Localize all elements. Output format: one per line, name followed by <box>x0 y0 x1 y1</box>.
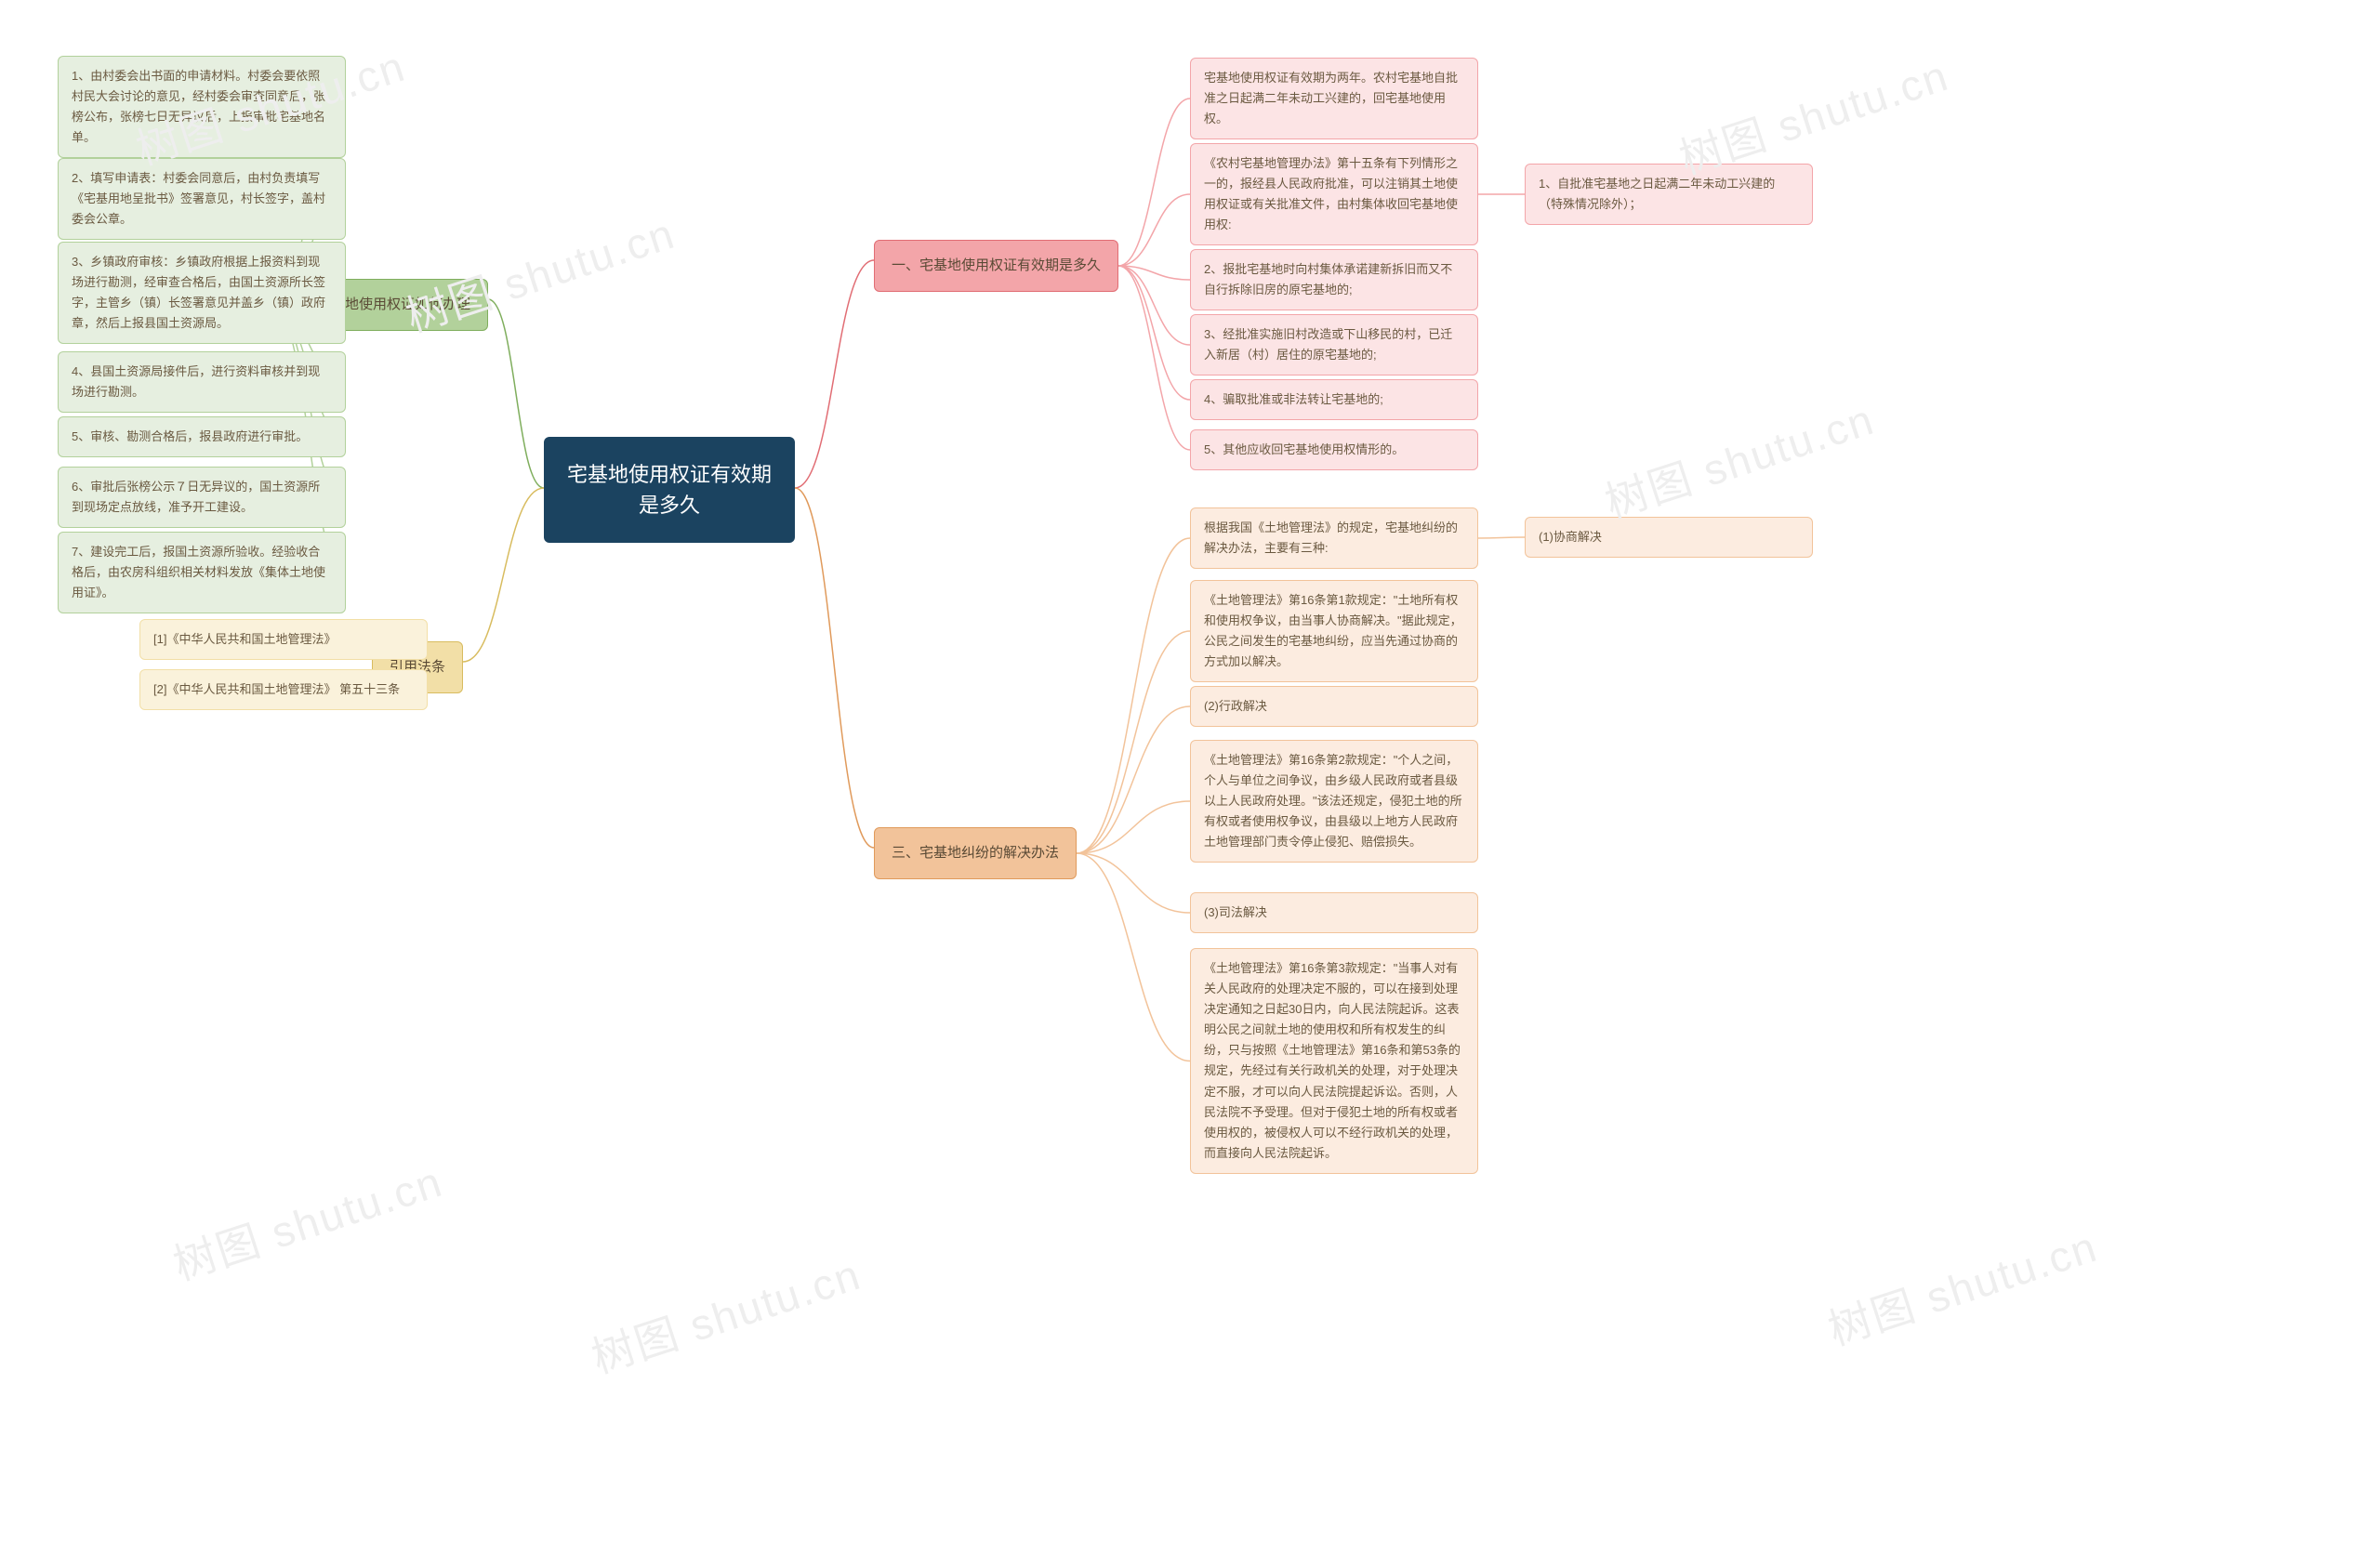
branch-section1: 一、宅基地使用权证有效期是多久 <box>874 240 1118 292</box>
branch-section3: 三、宅基地纠纷的解决办法 <box>874 827 1077 879</box>
watermark: 树图 shutu.cn <box>1596 386 1881 531</box>
leaf-section1-4: 4、骗取批准或非法转让宅基地的; <box>1190 379 1478 420</box>
leaf-section3-1: 《土地管理法》第16条第1款规定："土地所有权和使用权争议，由当事人协商解决。"… <box>1190 580 1478 682</box>
leaf-section1-1-child: 1、自批准宅基地之日起满二年未动工兴建的（特殊情况除外）； <box>1525 164 1813 225</box>
leaf-section3-0: 根据我国《土地管理法》的规定，宅基地纠纷的解决办法，主要有三种: <box>1190 507 1478 569</box>
watermark: 树图 shutu.cn <box>165 1148 449 1293</box>
leaf-section2-1: 2、填写申请表：村委会同意后，由村负责填写《宅基用地呈批书》签署意见，村长签字，… <box>58 158 346 240</box>
leaf-section1-5: 5、其他应收回宅基地使用权情形的。 <box>1190 429 1478 470</box>
leaf-section2-3: 4、县国土资源局接件后，进行资料审核并到现场进行勘测。 <box>58 351 346 413</box>
leaf-section1-0: 宅基地使用权证有效期为两年。农村宅基地自批准之日起满二年未动工兴建的，回宅基地使… <box>1190 58 1478 139</box>
leaf-section3-4: (3)司法解决 <box>1190 892 1478 933</box>
leaf-section2-5: 6、审批后张榜公示７日无异议的，国土资源所到现场定点放线，准予开工建设。 <box>58 467 346 528</box>
leaf-section1-1: 《农村宅基地管理办法》第十五条有下列情形之一的，报经县人民政府批准，可以注销其土… <box>1190 143 1478 245</box>
watermark: 树图 shutu.cn <box>583 1241 867 1386</box>
leaf-section4-1: [2]《中华人民共和国土地管理法》 第五十三条 <box>139 669 428 710</box>
leaf-section2-4: 5、审核、勘测合格后，报县政府进行审批。 <box>58 416 346 457</box>
leaf-section2-2: 3、乡镇政府审核：乡镇政府根据上报资料到现场进行勘测，经审查合格后，由国土资源所… <box>58 242 346 344</box>
leaf-section1-3: 3、经批准实施旧村改造或下山移民的村，已迁入新居（村）居住的原宅基地的; <box>1190 314 1478 376</box>
leaf-section3-3: 《土地管理法》第16条第2款规定："个人之间，个人与单位之间争议，由乡级人民政府… <box>1190 740 1478 863</box>
leaf-section1-2: 2、报批宅基地时向村集体承诺建新拆旧而又不自行拆除旧房的原宅基地的; <box>1190 249 1478 310</box>
leaf-section2-6: 7、建设完工后，报国土资源所验收。经验收合格后，由农房科组织相关材料发放《集体土… <box>58 532 346 613</box>
leaf-section4-0: [1]《中华人民共和国土地管理法》 <box>139 619 428 660</box>
center-node: 宅基地使用权证有效期是多久 <box>544 437 795 543</box>
leaf-section2-0: 1、由村委会出书面的申请材料。村委会要依照村民大会讨论的意见，经村委会审查同意后… <box>58 56 346 158</box>
leaf-section3-0-child: (1)协商解决 <box>1525 517 1813 558</box>
leaf-section3-2: (2)行政解决 <box>1190 686 1478 727</box>
leaf-section3-5: 《土地管理法》第16条第3款规定："当事人对有关人民政府的处理决定不服的，可以在… <box>1190 948 1478 1174</box>
watermark: 树图 shutu.cn <box>1819 1213 2104 1358</box>
